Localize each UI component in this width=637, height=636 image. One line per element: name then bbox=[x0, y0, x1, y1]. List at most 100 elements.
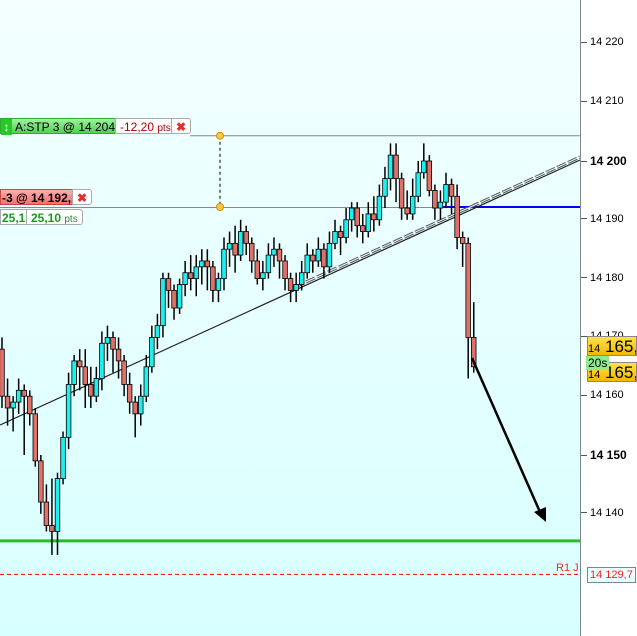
candle-body bbox=[459, 237, 466, 244]
pivot-label: R1 J bbox=[556, 562, 579, 574]
stop-order-label[interactable]: ↕ A:STP 3 @ 14 204,3 bbox=[0, 118, 131, 135]
candle-body bbox=[382, 178, 388, 197]
candle-body bbox=[365, 213, 371, 232]
price-tick-label: 14 180 bbox=[581, 272, 624, 284]
price-tick-label: 14 210 bbox=[581, 95, 624, 107]
candle-body bbox=[415, 172, 421, 197]
candle-body bbox=[193, 266, 199, 279]
candle-body bbox=[204, 260, 211, 268]
candle-body bbox=[165, 278, 172, 291]
last-price-tag: 14 165,8 bbox=[587, 336, 637, 356]
candle-body bbox=[21, 389, 27, 397]
candle-body bbox=[221, 248, 227, 279]
candle-body bbox=[232, 242, 238, 256]
candle-body bbox=[160, 278, 166, 327]
candle-body bbox=[88, 384, 94, 397]
candle-body bbox=[126, 384, 133, 403]
candle-body bbox=[0, 348, 5, 397]
candle-body bbox=[354, 207, 360, 227]
candle-body bbox=[454, 195, 460, 238]
candle-body bbox=[32, 413, 38, 462]
candle-body bbox=[326, 242, 333, 268]
cancel-stop-button[interactable]: ✖ bbox=[171, 118, 192, 134]
candle-body bbox=[132, 401, 138, 415]
candle-body bbox=[265, 254, 272, 274]
candle-body bbox=[471, 336, 477, 368]
candle-body bbox=[82, 366, 88, 385]
candle-body bbox=[310, 254, 316, 262]
candle-body bbox=[104, 336, 111, 344]
price-tick-label: 14 160 bbox=[581, 389, 624, 401]
candle-body bbox=[304, 254, 310, 274]
candle-body bbox=[398, 178, 405, 209]
position-label[interactable]: -3 @ 14 192,1 bbox=[0, 189, 83, 205]
position-pnl: 25,10 pts bbox=[26, 209, 83, 225]
candle-body bbox=[343, 219, 349, 238]
candle-body bbox=[348, 207, 355, 221]
candle-body bbox=[337, 231, 344, 238]
candle-body bbox=[282, 260, 288, 279]
candle-body bbox=[260, 272, 266, 280]
candle-body bbox=[121, 360, 127, 385]
candle-body bbox=[143, 366, 149, 397]
candle-body bbox=[315, 248, 322, 262]
candle-body bbox=[93, 378, 100, 397]
price-tick-label: 14 190 bbox=[581, 213, 624, 225]
drag-handle-icon[interactable]: ↕ bbox=[1, 119, 12, 135]
stop-order-text: A:STP 3 @ 14 204,3 bbox=[15, 120, 126, 134]
candle-body bbox=[171, 289, 177, 309]
candle-body bbox=[27, 395, 33, 415]
price-tick-label: 14 150 bbox=[581, 448, 627, 462]
order-handle bbox=[216, 131, 224, 140]
candle-body bbox=[210, 266, 216, 291]
candle-body bbox=[149, 336, 155, 368]
candle-body bbox=[332, 231, 338, 244]
close-position-button[interactable]: ✖ bbox=[72, 189, 93, 205]
candlestick-chart[interactable] bbox=[0, 0, 580, 636]
candle-body bbox=[249, 242, 255, 262]
candle-timer: 20s bbox=[586, 356, 610, 370]
candle-body bbox=[10, 401, 16, 409]
candle-body bbox=[426, 160, 433, 191]
candle-body bbox=[15, 389, 22, 403]
candle-body bbox=[215, 278, 222, 291]
candle-body bbox=[465, 242, 471, 338]
order-handle bbox=[216, 203, 224, 211]
candle-body bbox=[293, 284, 299, 291]
position-pnl-short: 25,1 bbox=[0, 209, 31, 225]
candle-body bbox=[387, 154, 394, 180]
candle-body bbox=[71, 360, 77, 385]
candle-body bbox=[4, 395, 11, 409]
candle-body bbox=[243, 231, 249, 244]
candle-body bbox=[77, 360, 83, 368]
candle-body bbox=[321, 248, 327, 268]
bid-price-tag: 14 165,8 bbox=[587, 362, 637, 382]
candle-body bbox=[360, 225, 366, 232]
candle-body bbox=[110, 336, 116, 350]
candle-body bbox=[54, 478, 61, 532]
candle-body bbox=[60, 436, 66, 479]
price-tick-label: 14 140 bbox=[581, 507, 624, 519]
candle-body bbox=[43, 501, 50, 526]
candle-body bbox=[237, 231, 244, 256]
candle-body bbox=[115, 348, 122, 362]
candle-body bbox=[393, 154, 399, 180]
candle-body bbox=[443, 184, 449, 203]
arrow-annotation bbox=[470, 357, 542, 513]
candle-body bbox=[226, 242, 233, 250]
candle-body bbox=[437, 201, 444, 209]
price-tick-label: 14 200 bbox=[581, 154, 627, 168]
candle-body bbox=[409, 195, 416, 215]
candle-body bbox=[376, 195, 383, 221]
chart-plot-area[interactable] bbox=[0, 0, 580, 636]
candle-body bbox=[154, 325, 161, 338]
candle-body bbox=[276, 248, 283, 262]
stop-pnl: -12,20 pts bbox=[115, 118, 176, 134]
candle-body bbox=[138, 395, 144, 415]
candle-body bbox=[404, 207, 410, 215]
candle-body bbox=[287, 278, 294, 291]
candle-body bbox=[176, 284, 183, 309]
candle-body bbox=[254, 260, 260, 279]
candle-body bbox=[65, 384, 72, 438]
